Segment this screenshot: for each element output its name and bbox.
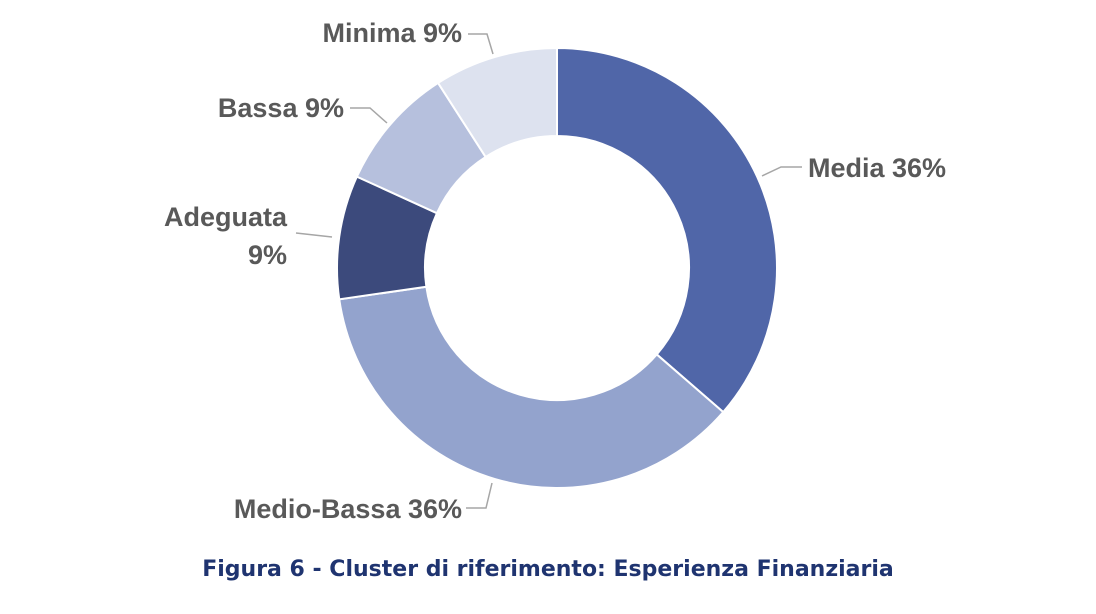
figure-caption: Figura 6 - Cluster di riferimento: Esper… <box>202 557 894 582</box>
leader-medio-bassa <box>466 482 493 509</box>
label-media: Media 36% <box>808 153 946 183</box>
label-minima: Minima 9% <box>322 18 462 48</box>
label-adeguata-line2: 9% <box>248 240 287 270</box>
label-adeguata-line1: Adeguata <box>164 202 288 232</box>
slices-group <box>336 46 778 489</box>
leader-lines-group <box>295 33 802 509</box>
leader-adeguata <box>295 232 333 238</box>
label-medio-bassa: Medio-Bassa 36% <box>234 494 462 524</box>
leader-bassa <box>350 107 388 124</box>
label-bassa: Bassa 9% <box>218 93 344 123</box>
donut-chart: Media 36% Medio-Bassa 36% Adeguata 9% Ba… <box>164 18 946 524</box>
leader-media <box>761 166 802 177</box>
slice-minima <box>436 46 558 159</box>
leader-minima <box>468 33 494 55</box>
slice-medio-bassa <box>338 285 725 489</box>
slice-media <box>556 46 778 414</box>
